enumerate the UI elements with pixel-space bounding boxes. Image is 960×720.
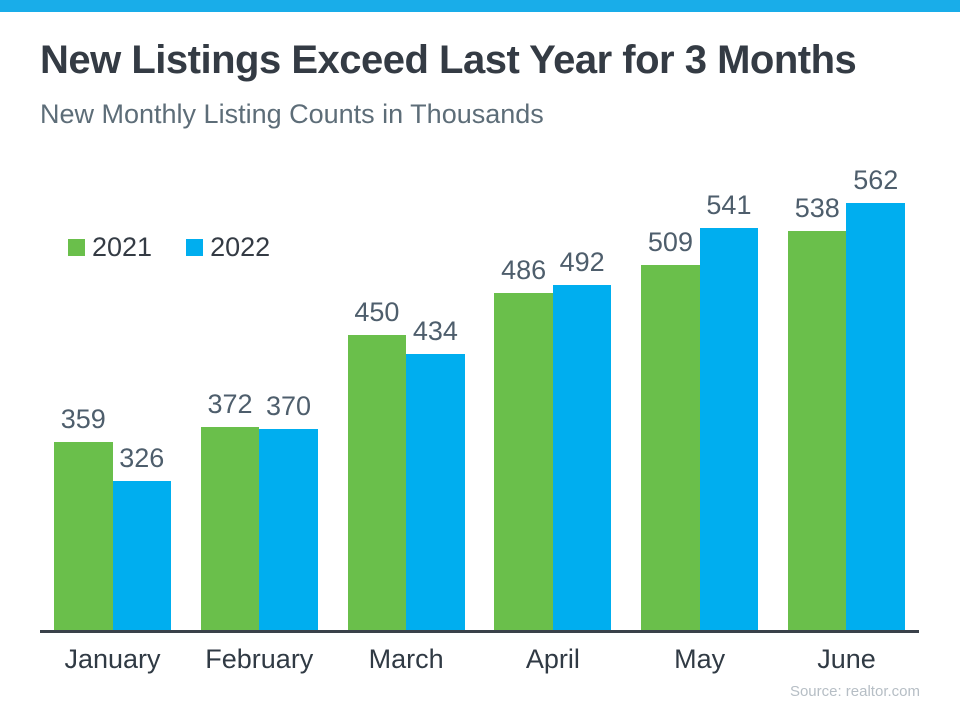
bar-value-label-2022-january: 326 (119, 443, 165, 473)
bar-group-january: 359 326 (54, 158, 171, 630)
legend-swatch-2022 (186, 239, 204, 256)
bar-2022-may (699, 228, 759, 630)
bar-column-2022-may: 541 (699, 158, 759, 630)
bar-2021-march (347, 335, 407, 630)
bar-column-2021-may: 509 (641, 158, 700, 630)
bar-column-2021-june: 538 (787, 158, 847, 630)
bar-column-2022-february: 370 (259, 158, 318, 630)
bar-2021-february (200, 427, 260, 630)
bar-column-2022-january: 326 (112, 158, 171, 630)
bar-2021-january (54, 442, 113, 630)
bar-2022-june (846, 203, 905, 630)
month-label-june: June (817, 644, 876, 674)
top-accent-bar (0, 0, 960, 12)
legend-label-2022: 2022 (210, 232, 271, 262)
bar-group-february: 372 370 (200, 158, 318, 630)
month-label-march: March (368, 644, 444, 674)
month-label-january: January (64, 644, 161, 674)
bar-value-label-2021-march: 450 (354, 297, 400, 327)
bar-column-2021-march: 450 (347, 158, 407, 630)
bar-column-2021-february: 372 (200, 158, 260, 630)
bar-value-label-2021-june: 538 (794, 193, 840, 223)
bar-value-label-2022-april: 492 (559, 247, 605, 277)
bar-column-2021-january: 359 (54, 158, 113, 630)
bar-2022-january (112, 481, 171, 630)
bar-value-label-2022-june: 562 (853, 165, 899, 195)
bar-column-2021-april: 486 (494, 158, 553, 630)
bar-group-june: 538 562 (787, 158, 905, 630)
legend-label-2021: 2021 (92, 232, 153, 262)
month-label-april: April (525, 644, 580, 674)
bar-2021-may (641, 265, 700, 630)
bar-value-label-2022-february: 370 (266, 391, 312, 421)
month-label-february: February (205, 644, 314, 674)
bar-2021-april (494, 293, 553, 630)
bar-2022-april (552, 285, 612, 630)
legend-swatch-2021 (68, 239, 85, 256)
bar-chart-plot-area: 2021 2022 359 326 372 370 450 434 486 492 509 541… (40, 158, 919, 633)
x-axis-labels: January February March April May June (40, 644, 919, 675)
bar-value-label-2022-march: 434 (412, 316, 458, 346)
legend-item-2021: 2021 (68, 232, 152, 263)
bar-2021-june (787, 231, 847, 630)
chart-legend: 2021 2022 (68, 232, 270, 263)
bar-2022-february (259, 429, 318, 630)
legend-item-2022: 2022 (186, 232, 270, 263)
bar-column-2022-march: 434 (406, 158, 465, 630)
bar-value-label-2021-february: 372 (207, 389, 253, 419)
bar-group-april: 486 492 (494, 158, 612, 630)
bar-group-may: 509 541 (641, 158, 759, 630)
bar-column-2022-april: 492 (552, 158, 612, 630)
bar-group-march: 450 434 (347, 158, 465, 630)
month-label-may: May (674, 644, 726, 674)
bar-value-label-2021-may: 509 (647, 227, 693, 257)
bar-2022-march (406, 354, 465, 630)
source-attribution: Source: realtor.com (789, 683, 920, 700)
bar-value-label-2021-april: 486 (501, 255, 547, 285)
bar-value-label-2022-may: 541 (706, 190, 752, 220)
chart-title: New Listings Exceed Last Year for 3 Mont… (40, 38, 857, 82)
bar-value-label-2021-january: 359 (60, 404, 106, 434)
bar-column-2022-june: 562 (846, 158, 905, 630)
chart-subtitle: New Monthly Listing Counts in Thousands (40, 99, 544, 129)
